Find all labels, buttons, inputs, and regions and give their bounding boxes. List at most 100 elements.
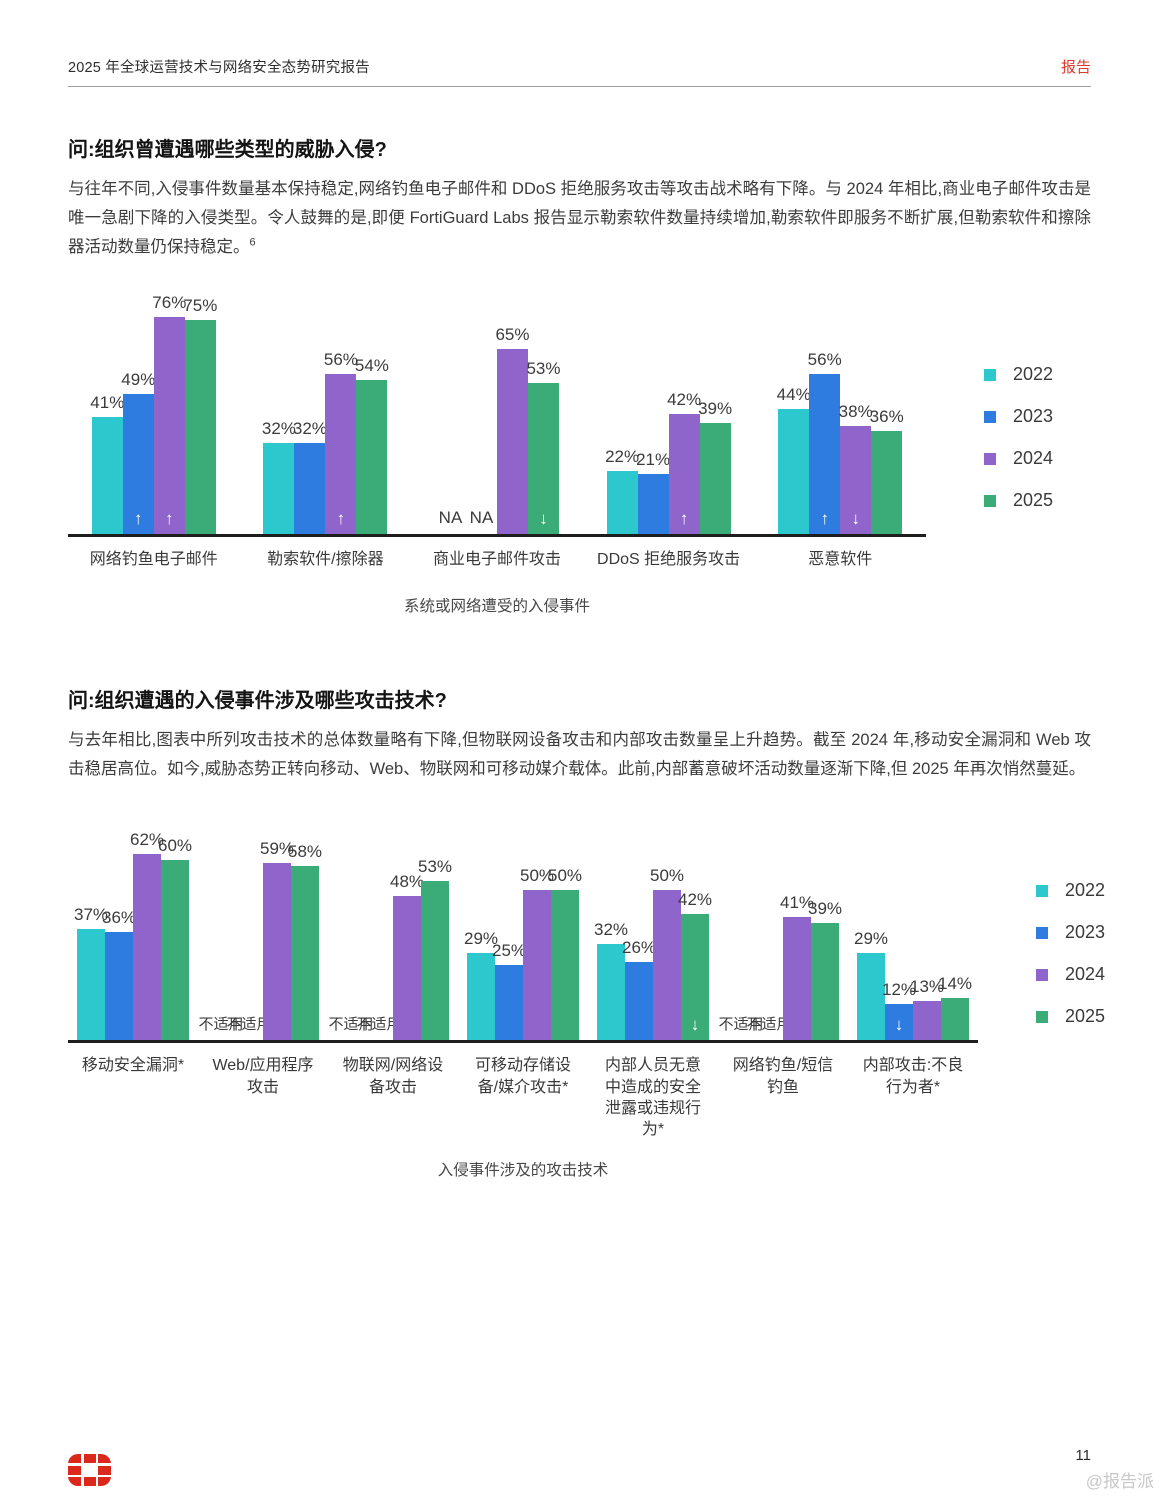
- bar-2024: 59%: [260, 839, 294, 1041]
- bar-2023: 25%: [492, 941, 526, 1041]
- value-label: 22%: [605, 447, 640, 467]
- page-number: 11: [1075, 1447, 1091, 1464]
- bar-group: 29% 12% ↓ 13% 14%: [848, 828, 978, 1041]
- page-footer: 11 @报告派: [68, 1408, 1159, 1500]
- legend-swatch-icon: [1036, 1010, 1048, 1023]
- value-label: 75%: [183, 296, 218, 316]
- legend-item-2022: 2022: [1036, 880, 1105, 901]
- legend-year-label: 2025: [1013, 490, 1054, 511]
- legend-item-2024: 2024: [1036, 964, 1105, 985]
- bar-2025: 14%: [938, 974, 972, 1041]
- chart-plot-area: 37% 36% 62% 60% 不适用 不适用 59% 58% 不适用 不适用 48% 53% 29% 2…: [68, 828, 978, 1180]
- value-label: 32%: [261, 419, 296, 439]
- chart-caption: 入侵事件涉及的攻击技术: [437, 1162, 609, 1180]
- category-label: 网络钓鱼电子邮件: [89, 551, 218, 569]
- legend-year-label: 2023: [1013, 406, 1054, 427]
- value-label: 50%: [519, 866, 555, 886]
- up-arrow-icon: ↑: [336, 509, 346, 529]
- bar-group: 不适用 不适用 41% 39%: [718, 828, 848, 1041]
- bar-2024: 38% ↓: [839, 402, 873, 535]
- na-label: 不适用: [226, 1016, 272, 1034]
- value-label: 39%: [698, 399, 733, 419]
- question-heading-1: 问:组织曾遭遇哪些类型的威胁入侵?: [68, 139, 387, 161]
- bar-2025: 75%: [183, 296, 217, 535]
- bar-2022: 44%: [777, 385, 811, 535]
- chart-caption: 系统或网络遭受的入侵事件: [403, 598, 590, 616]
- value-label: 56%: [807, 350, 842, 370]
- value-label: 60%: [157, 836, 193, 856]
- bar-group: NA NA 65% 53% ↓: [411, 292, 583, 535]
- value-label: 76%: [152, 293, 187, 313]
- bar-group: 22% 21% 42% ↑ 39%: [583, 292, 755, 535]
- attack-techniques-chart: 37% 36% 62% 60% 不适用 不适用 59% 58% 不适用 不适用 48% 53% 29% 2…: [68, 828, 1105, 1180]
- na-label: 不适用: [328, 1016, 374, 1034]
- legend-swatch-icon: [984, 410, 996, 423]
- legend-item-2024: 2024: [984, 448, 1053, 469]
- bar-2025: 54%: [355, 356, 389, 535]
- question-heading-2: 问:组织遭遇的入侵事件涉及哪些攻击技术?: [68, 690, 447, 713]
- na-label: 不适用: [718, 1016, 764, 1034]
- report-title: 2025 年全球运营技术与网络安全态势研究报告: [68, 60, 370, 76]
- watermark: @报告派: [1085, 1472, 1154, 1491]
- category-label: 内部攻击:不良行为者*: [862, 1057, 964, 1096]
- value-label: 50%: [547, 866, 583, 886]
- legend-year-label: 2022: [1065, 880, 1106, 901]
- chart-legend: 2022 2023 2024 2025: [984, 364, 1053, 511]
- legend-year-label: 2024: [1013, 448, 1054, 469]
- bar-2024: 41%: [780, 893, 814, 1041]
- legend-swatch-icon: [1036, 968, 1048, 981]
- bar-2022: 29%: [464, 929, 498, 1041]
- value-label: 41%: [90, 393, 125, 413]
- category-label: 勒索软件/擦除器: [267, 551, 384, 569]
- bar-group: 32% 26% 50% 42% ↓: [588, 828, 718, 1041]
- bar-2022: 32%: [594, 920, 628, 1041]
- value-label: 48%: [389, 872, 425, 892]
- na-label: 不适用: [198, 1016, 244, 1034]
- value-label: 14%: [937, 974, 973, 994]
- value-label: 12%: [881, 980, 917, 1000]
- value-label: 37%: [73, 905, 109, 925]
- bar-2023: 32%: [293, 419, 327, 535]
- category-label: Web/应用程序攻击: [212, 1057, 314, 1096]
- category-label: 恶意软件: [808, 551, 873, 569]
- legend-year-label: 2025: [1065, 1006, 1106, 1027]
- bar-group: 41% 49% ↑ 76% ↑ 75%: [68, 292, 240, 535]
- bar-2025: 36%: [870, 407, 904, 535]
- value-label: 44%: [776, 385, 811, 405]
- category-label: 移动安全漏洞*: [81, 1057, 185, 1075]
- value-label: 56%: [323, 350, 358, 370]
- value-label: 36%: [101, 908, 137, 928]
- value-label: 65%: [495, 325, 530, 345]
- value-label: 39%: [807, 899, 843, 919]
- bar-group: 不适用 不适用 48% 53%: [328, 828, 458, 1041]
- chart-plot-area: 41% 49% ↑ 76% ↑ 75% 32% 32% 56% ↑ 54% NA NA 65% 53% ↓ 22…: [68, 292, 926, 616]
- bar-2022: 37%: [74, 905, 108, 1041]
- bar-2024: 56% ↑: [324, 350, 358, 535]
- down-arrow-icon: ↓: [851, 509, 860, 529]
- bar-2024: 50%: [520, 866, 554, 1041]
- value-label: 59%: [259, 839, 295, 859]
- na-label: 不适用: [746, 1016, 792, 1034]
- value-label: 21%: [636, 450, 671, 470]
- bar-group: 不适用 不适用 59% 58%: [198, 828, 328, 1041]
- legend-item-2022: 2022: [984, 364, 1053, 385]
- bar-2023: 12% ↓: [882, 980, 916, 1041]
- category-label: 商业电子邮件攻击: [432, 551, 561, 569]
- up-arrow-icon: ↑: [165, 509, 174, 529]
- legend-item-2025: 2025: [984, 490, 1053, 511]
- category-label: DDoS 拒绝服务攻击: [597, 551, 741, 569]
- footnote-ref: 6: [249, 236, 256, 249]
- up-arrow-icon: ↑: [679, 509, 689, 529]
- value-label: 38%: [838, 402, 873, 422]
- bar-2024: 76% ↑: [152, 293, 186, 535]
- bar-2022: 41%: [90, 393, 124, 535]
- bar-group: 44% 56% ↑ 38% ↓ 36%: [754, 292, 926, 535]
- chart-category-labels: 移动安全漏洞* Web/应用程序攻击 物联网/网络设备攻击 可移动存储设备/媒介攻击*…: [68, 1043, 978, 1140]
- bar-2025: 60%: [158, 836, 192, 1041]
- value-label: 49%: [121, 370, 156, 390]
- bar-group: 32% 32% 56% ↑ 54%: [240, 292, 412, 535]
- bar-2022: 32%: [262, 419, 296, 535]
- value-label: 62%: [129, 830, 165, 850]
- bar-2024: 13%: [910, 977, 944, 1041]
- legend-swatch-icon: [984, 452, 996, 465]
